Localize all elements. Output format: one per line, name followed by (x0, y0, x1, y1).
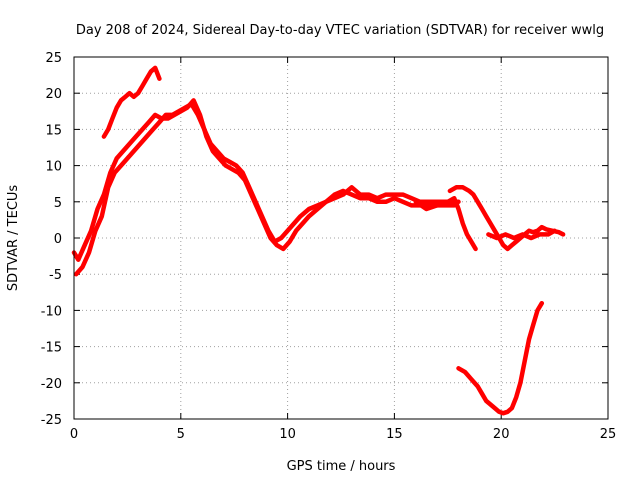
x-tick-label: 25 (600, 427, 617, 442)
x-tick-label: 20 (493, 427, 510, 442)
series-track-2 (73, 101, 457, 277)
y-tick-label: 20 (45, 87, 62, 102)
series-track-3 (101, 65, 162, 139)
series-track-7 (486, 228, 557, 241)
y-tick-label: -25 (41, 413, 62, 428)
y-tick-label: -15 (41, 341, 62, 356)
y-axis-label: SDTVAR / TECUs (6, 185, 21, 292)
series-track-5 (456, 300, 545, 416)
y-tick-label: 25 (45, 51, 62, 66)
y-tick-label: -10 (41, 304, 62, 319)
x-tick-label: 5 (177, 427, 185, 442)
y-tick-label: -5 (49, 268, 62, 283)
y-tick-label: 15 (45, 123, 62, 138)
plot-frame (73, 56, 609, 420)
x-tick-label: 15 (386, 427, 403, 442)
series-track-6 (413, 195, 478, 252)
y-tick-label: -20 (41, 377, 62, 392)
x-tick-label: 10 (279, 427, 296, 442)
y-axis-ticks: -25 -20 -15 -10 -5 0 5 10 15 20 25 (41, 51, 608, 428)
chart-title: Day 208 of 2024, Sidereal Day-to-day VTE… (76, 23, 604, 38)
x-tick-label: 0 (70, 427, 78, 442)
series-track-1 (71, 98, 461, 262)
y-tick-label: 5 (54, 196, 62, 211)
y-tick-label: 0 (54, 232, 62, 247)
x-axis-ticks: 0 5 10 15 20 25 (70, 57, 616, 442)
plot-area (71, 65, 566, 416)
y-tick-label: 10 (45, 160, 62, 175)
series-track-4 (447, 185, 566, 252)
x-axis-label: GPS time / hours (287, 459, 396, 474)
